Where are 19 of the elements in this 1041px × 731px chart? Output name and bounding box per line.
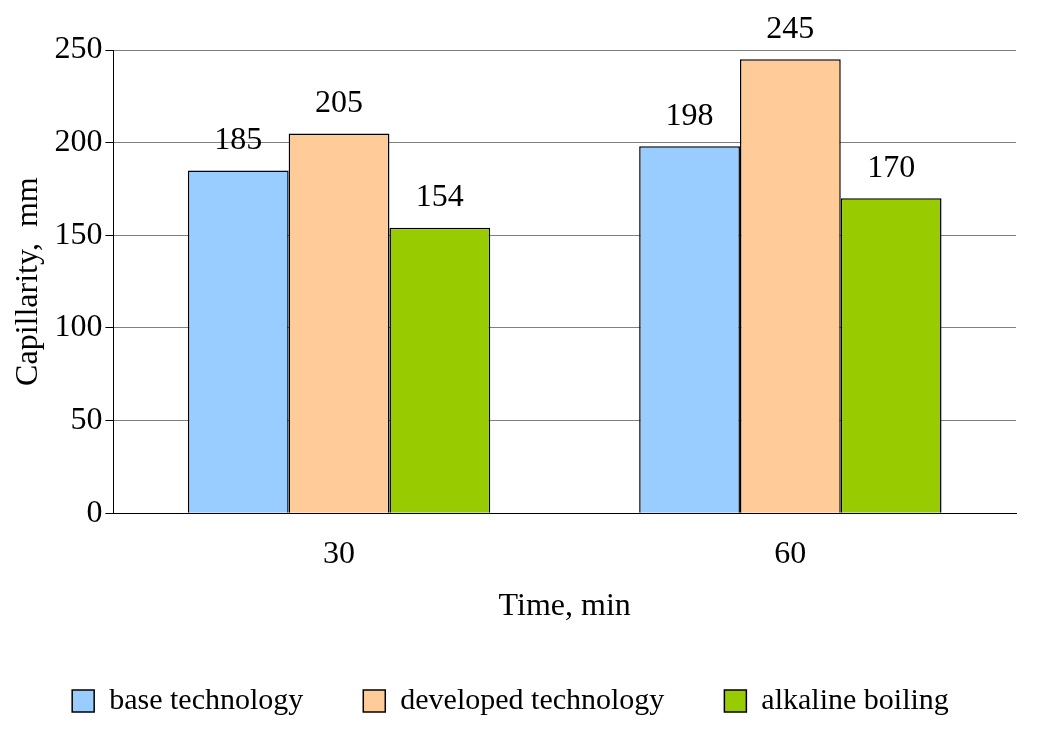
y-tick-label: 50 xyxy=(70,399,103,436)
legend-label: developed technology xyxy=(400,681,665,715)
y-tick-label: 200 xyxy=(54,122,103,159)
data-label: 154 xyxy=(415,177,464,214)
x-axis-title: Time, min xyxy=(498,586,631,623)
data-label: 185 xyxy=(214,119,263,156)
data-label: 245 xyxy=(766,8,815,45)
y-tick-label: 100 xyxy=(54,307,103,344)
legend-label: alkaline boiling xyxy=(761,681,949,715)
data-label: 170 xyxy=(867,147,916,184)
y-tick-label: 150 xyxy=(54,214,103,251)
y-tick-label: 250 xyxy=(54,29,103,66)
legend-label: base technology xyxy=(109,681,304,715)
x-tick-label: 60 xyxy=(774,533,807,570)
y-axis-title: Capillarity, mm xyxy=(7,177,44,386)
y-tick-label: 0 xyxy=(86,492,103,529)
data-label: 205 xyxy=(315,82,364,119)
data-label: 198 xyxy=(665,95,714,132)
x-tick-label: 30 xyxy=(323,533,356,570)
